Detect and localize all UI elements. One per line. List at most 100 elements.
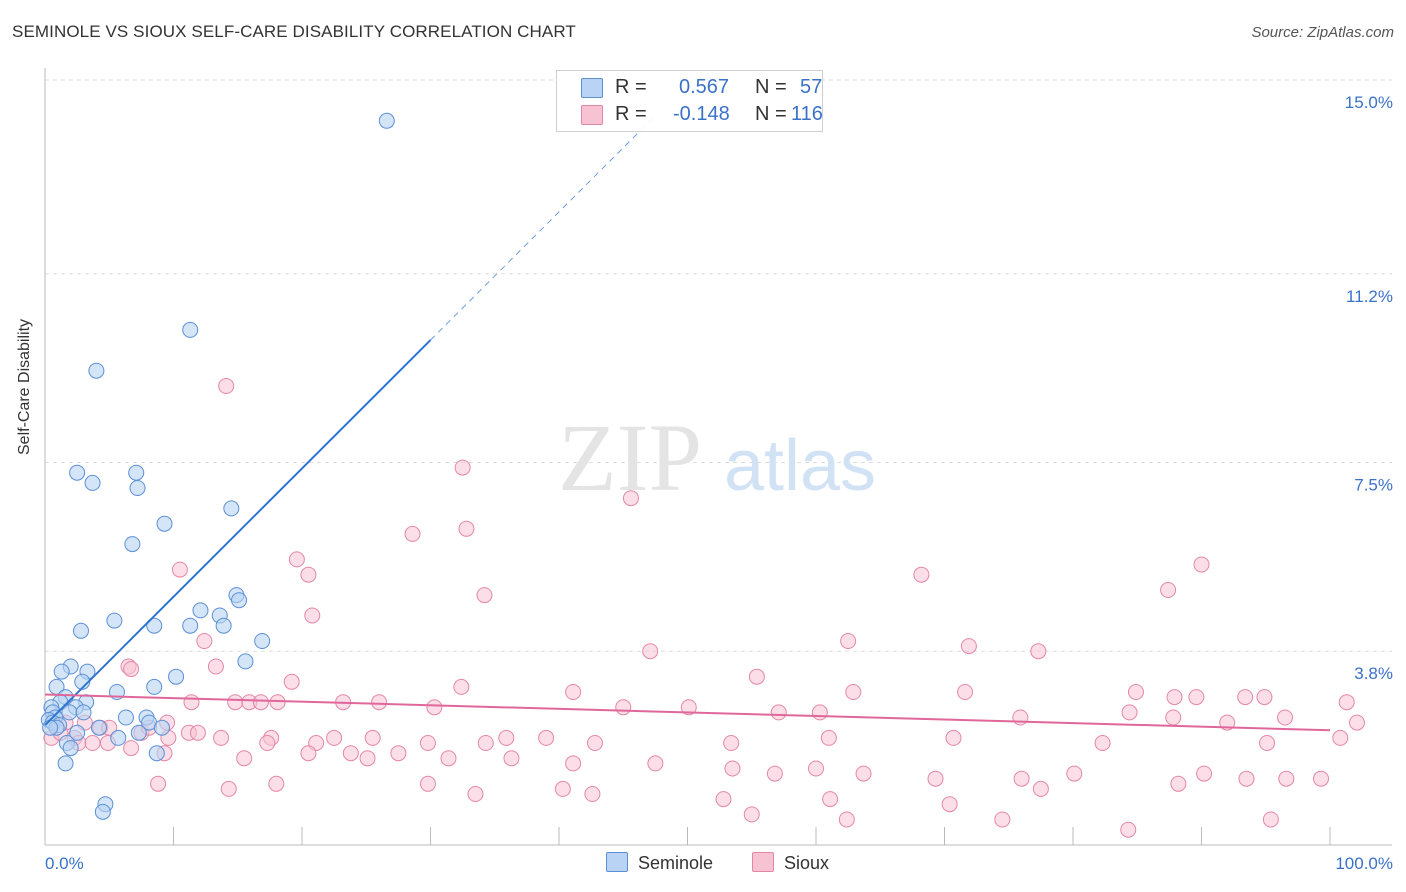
seminole-point [69, 724, 86, 741]
sioux-point [1094, 735, 1111, 751]
tick-labels: 3.8% 7.5% 11.2% 15.0% 0.0% 100.0% [45, 93, 1393, 873]
sioux-points [43, 378, 1365, 838]
x-tick-label: 100.0% [1335, 854, 1393, 873]
sioux-point [268, 775, 285, 792]
sioux-point [855, 765, 872, 782]
sioux-point [1170, 775, 1187, 792]
sioux-point [1313, 770, 1330, 787]
sioux-point [1278, 770, 1295, 787]
sioux-point [770, 704, 787, 721]
sioux-point [1256, 689, 1273, 706]
y-tick-label: 7.5% [1354, 476, 1393, 495]
seminole-point [57, 755, 74, 772]
y-tick-label: 15.0% [1345, 93, 1393, 112]
seminole-point [130, 724, 147, 741]
sioux-point [820, 729, 837, 746]
sioux-point [565, 684, 582, 700]
sioux-point [994, 811, 1011, 828]
seminole-point [378, 112, 395, 129]
sioux-point [811, 704, 828, 721]
sioux-point [1160, 582, 1177, 598]
sioux-point [927, 770, 944, 787]
sioux-point [838, 811, 855, 828]
sioux-point [150, 775, 167, 792]
sioux-point [822, 791, 839, 808]
sioux-point [1066, 765, 1083, 782]
sioux-point [390, 745, 407, 762]
sioux-point [477, 735, 494, 751]
sioux-point [1166, 689, 1183, 706]
sioux-point [227, 694, 244, 711]
sioux-point [766, 765, 783, 782]
legend-r-label: R = [615, 103, 647, 125]
seminole-points [40, 112, 395, 820]
sioux-point [1032, 780, 1049, 797]
seminole-point [72, 622, 89, 639]
sioux-point [1338, 694, 1355, 711]
y-tick-label: 3.8% [1354, 664, 1393, 683]
sioux-point [680, 699, 697, 716]
sioux-point [371, 694, 388, 711]
seminole-point [69, 464, 86, 481]
y-axis-label: Self-Care Disability [16, 318, 33, 455]
chart-title: SEMINOLE VS SIOUX SELF-CARE DISABILITY C… [12, 22, 576, 41]
sioux-point [1188, 689, 1205, 706]
sioux-point [304, 607, 321, 624]
sioux-point [1120, 821, 1137, 838]
bottom-legend-sioux: Sioux [752, 852, 829, 874]
sioux-point [288, 551, 305, 568]
sioux-point [359, 750, 376, 767]
x-tick-label: 0.0% [45, 854, 84, 873]
seminole-swatch [581, 78, 603, 98]
seminole-point [128, 464, 145, 481]
sioux-point [945, 729, 962, 746]
sioux-point [642, 643, 659, 660]
seminole-point [117, 709, 134, 726]
sioux-point [220, 780, 237, 797]
bottom-legend-seminole: Seminole [606, 852, 713, 874]
seminole-point [168, 668, 185, 685]
legend-r-value: -0.148 [673, 103, 730, 125]
sioux-point [1348, 714, 1365, 731]
sioux-point [840, 633, 857, 649]
legend-n-value: 116 [791, 103, 823, 125]
sioux-point [364, 729, 381, 746]
seminole-point [182, 617, 199, 634]
sioux-point [458, 520, 475, 537]
seminole-point [146, 617, 163, 634]
seminole-point [231, 592, 248, 609]
sioux-point [615, 699, 632, 716]
sioux-point [189, 724, 206, 741]
sioux-point [1013, 770, 1030, 787]
seminole-point [53, 663, 70, 680]
seminole-point [156, 515, 173, 532]
sioux-point [236, 750, 253, 767]
sioux-point [808, 760, 824, 777]
seminole-point [254, 633, 271, 649]
sioux-point [538, 729, 555, 746]
seminole-point [153, 719, 170, 736]
seminole-point [124, 536, 141, 553]
sioux-point [715, 791, 732, 808]
seminole-point [148, 745, 165, 762]
sioux-point [1196, 765, 1213, 782]
sioux-point [252, 694, 269, 711]
sioux-point [259, 735, 276, 751]
sioux-point [584, 786, 601, 802]
sioux-point [404, 525, 421, 542]
seminole-point [84, 474, 101, 491]
sioux-point [845, 684, 862, 700]
sioux-point [622, 490, 639, 507]
legend-n-value: 57 [800, 76, 823, 98]
sioux-swatch [581, 105, 603, 125]
sioux-point [196, 633, 213, 649]
sioux-point [419, 775, 436, 792]
sioux-point [171, 561, 188, 578]
seminole-swatch [606, 852, 628, 872]
sioux-point [269, 694, 286, 711]
seminole-point [110, 729, 127, 746]
sioux-point [300, 566, 317, 583]
sioux-point [453, 678, 470, 695]
seminole-point [88, 362, 105, 379]
